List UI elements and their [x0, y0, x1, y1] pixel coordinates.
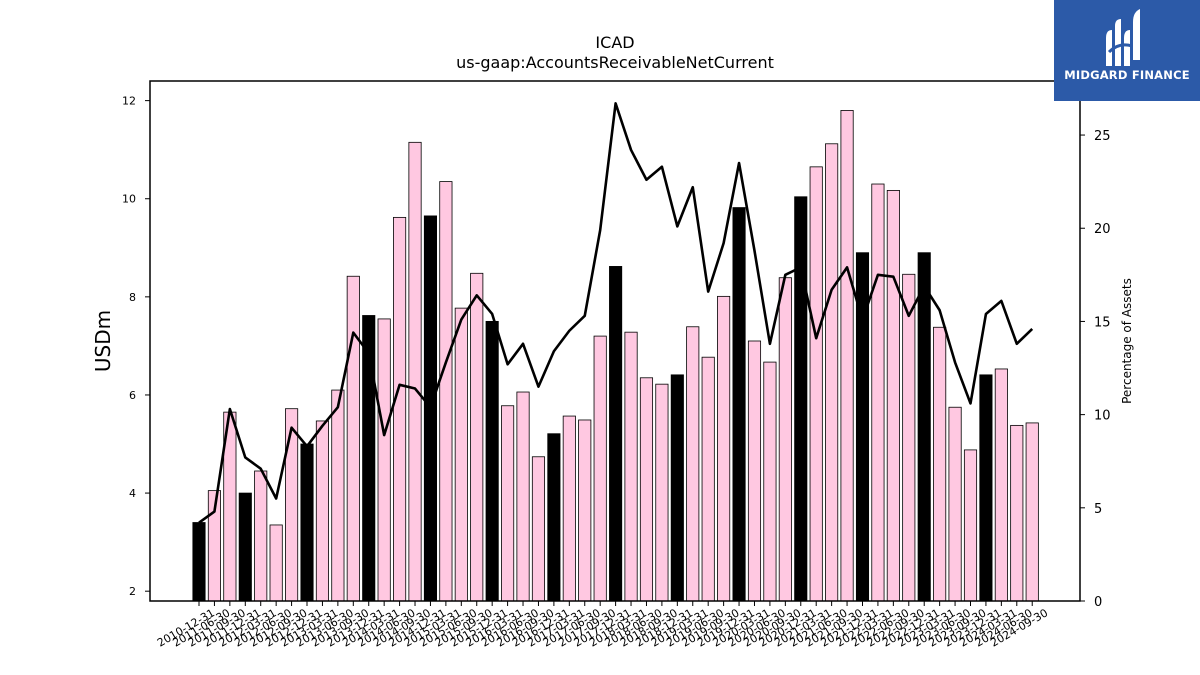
y-axis-left: 2 4 6 8 10 12 — [122, 95, 150, 598]
bar — [439, 181, 453, 602]
y-axis-label: USDm — [91, 310, 115, 372]
bar — [747, 340, 762, 602]
bar-group — [192, 110, 1039, 602]
bar — [639, 377, 654, 602]
bar — [840, 110, 854, 602]
y2-tick-label: 20 — [1094, 222, 1111, 237]
y2-tick-label: 15 — [1094, 315, 1111, 330]
logo-mark-icon — [1106, 9, 1140, 66]
bar — [624, 331, 638, 602]
bar — [917, 252, 931, 602]
y-axis-right: 0 5 10 15 20 25 — [1080, 129, 1111, 610]
bar — [670, 374, 684, 602]
bar — [269, 524, 283, 602]
bar — [717, 295, 731, 602]
x-axis: 2010-12-312011-06-302011-09-302011-12-31… — [155, 601, 1050, 650]
midgard-finance-logo: MIDGARD FINANCE — [1054, 0, 1200, 101]
bar — [763, 361, 777, 602]
y2-tick-label: 10 — [1094, 409, 1111, 424]
bar — [254, 470, 268, 602]
bar — [531, 456, 546, 602]
bar — [732, 207, 746, 602]
bar — [377, 318, 391, 602]
bar — [192, 522, 206, 602]
bar — [331, 389, 345, 602]
bar — [809, 166, 823, 602]
bar — [454, 307, 468, 602]
y-tick-label: 2 — [129, 585, 136, 598]
y2-tick-label: 5 — [1094, 502, 1102, 517]
y-tick-label: 10 — [122, 193, 136, 206]
bar — [778, 277, 792, 602]
series-line — [198, 102, 1034, 524]
y-tick-label: 8 — [129, 291, 136, 304]
bar — [578, 419, 592, 602]
bar — [871, 183, 885, 602]
line-layer — [198, 102, 1034, 524]
bar — [315, 420, 329, 602]
bar — [408, 141, 422, 602]
bar — [516, 391, 530, 602]
plot-frame — [149, 80, 1081, 602]
bar — [963, 449, 978, 602]
bar — [393, 216, 407, 602]
bar — [501, 405, 515, 602]
y2-axis-label: Percentage of Assets — [1120, 278, 1134, 404]
bar — [933, 326, 947, 602]
bar — [285, 408, 299, 602]
bar — [886, 189, 900, 602]
bar — [948, 406, 962, 602]
logo-text: MIDGARD FINANCE — [1064, 68, 1190, 82]
bar — [794, 196, 808, 602]
bar — [562, 415, 576, 602]
bar — [825, 143, 839, 602]
bar — [902, 273, 916, 602]
bar — [686, 326, 700, 602]
y2-tick-label: 25 — [1094, 129, 1111, 144]
bar — [346, 275, 360, 602]
bar — [994, 368, 1008, 602]
bar — [1010, 424, 1024, 602]
y-tick-label: 4 — [129, 487, 136, 500]
y-tick-label: 12 — [122, 95, 136, 108]
bar — [547, 433, 561, 602]
y-tick-label: 6 — [129, 389, 136, 402]
y2-tick-label: 0 — [1094, 595, 1102, 610]
bar — [485, 320, 499, 602]
bar — [238, 492, 252, 602]
bar — [1025, 422, 1039, 602]
chart-title: ICAD — [595, 33, 634, 52]
bar — [979, 374, 993, 602]
bar — [300, 443, 314, 602]
bar — [655, 383, 669, 602]
bar — [470, 272, 484, 602]
bar — [593, 335, 607, 602]
bar — [701, 356, 715, 602]
bar — [609, 266, 623, 602]
chart-subtitle: us-gaap:AccountsReceivableNetCurrent — [456, 53, 774, 72]
